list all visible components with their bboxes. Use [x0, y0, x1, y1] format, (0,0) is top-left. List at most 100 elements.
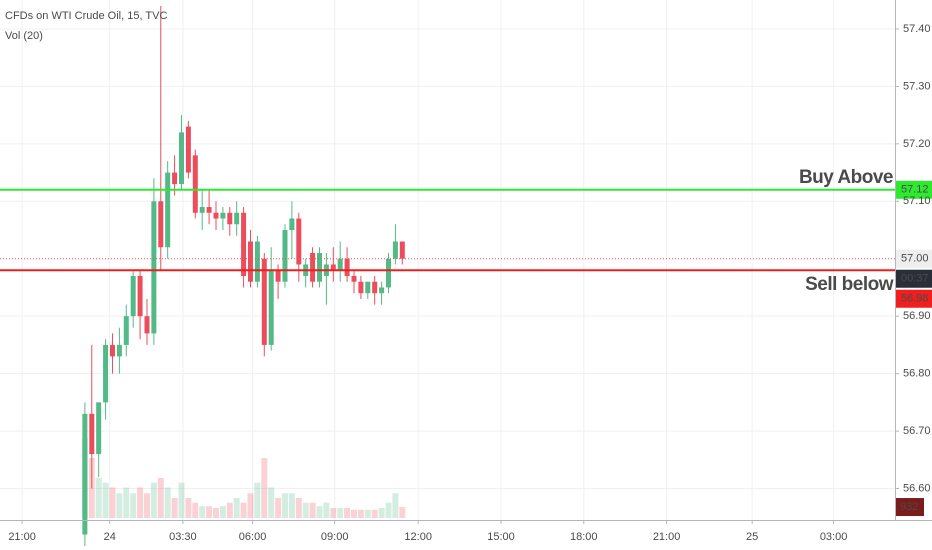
candle-body	[268, 270, 274, 345]
volume-bar	[130, 493, 137, 518]
volume-bar	[178, 482, 185, 518]
candle-body	[241, 212, 247, 276]
y-tick-label: 57.30	[903, 80, 931, 92]
y-tick-label: 57.40	[903, 23, 931, 35]
x-tick-label: 18:00	[570, 531, 598, 543]
candle-body	[254, 241, 260, 282]
candle-body	[151, 201, 157, 334]
level-text: Buy Above	[799, 167, 893, 188]
candle-body	[165, 172, 171, 248]
candle-body	[351, 275, 357, 282]
candle-body	[220, 212, 226, 219]
candle-body	[316, 252, 322, 282]
candle-body	[379, 287, 385, 294]
candle-body	[399, 241, 405, 259]
candle-body	[178, 132, 184, 185]
grid	[0, 0, 895, 520]
x-tick-label: 25	[746, 531, 758, 543]
candle-body	[158, 201, 164, 248]
y-tick-label: 56.60	[903, 482, 931, 494]
volume-bar	[364, 509, 371, 518]
candle-body	[310, 252, 316, 282]
candle-body	[192, 155, 198, 213]
volume-title: Vol (20)	[5, 30, 43, 42]
x-tick-label: 03:30	[169, 531, 197, 543]
volume-bar	[143, 493, 150, 518]
volume-value-box	[896, 498, 924, 517]
candle-body	[96, 402, 102, 455]
volume-bar	[102, 482, 109, 518]
volume-bar	[185, 498, 192, 518]
volume-bar	[316, 506, 323, 518]
x-tick-label: 09:00	[321, 531, 349, 543]
overlay-layer: 57.00 00:37 Buy Above 57.12 Sell below 56.98 9…	[0, 167, 932, 517]
volume-bar	[240, 502, 247, 518]
last-price-box	[896, 249, 932, 268]
x-tick-label: 06:00	[239, 531, 267, 543]
volume-bar	[275, 498, 282, 518]
candle-body	[344, 258, 350, 276]
volume-bar	[206, 506, 213, 518]
level-box	[896, 180, 932, 199]
volume-bar	[302, 502, 309, 518]
candle-body	[130, 275, 136, 317]
volume-bar	[309, 502, 316, 518]
volume-bar	[150, 482, 157, 518]
x-tick-label: 21:00	[653, 531, 681, 543]
volume-value-label: 932	[900, 501, 918, 513]
candle-body	[82, 413, 88, 535]
volume-bar	[171, 498, 178, 518]
volume-bar	[288, 493, 295, 518]
candle-body	[282, 230, 288, 282]
candle-body	[358, 281, 364, 294]
candle-body	[144, 316, 150, 334]
volume-bar	[350, 509, 357, 518]
candle-body	[386, 258, 392, 288]
x-tick-label: 12:00	[404, 531, 432, 543]
level-text: Sell below	[805, 274, 894, 295]
volume-bar	[399, 507, 406, 518]
countdown-label: 00:37	[901, 273, 929, 285]
candle-body	[116, 344, 122, 357]
candle-body	[89, 413, 95, 455]
volume-bar	[295, 498, 302, 518]
volume-bar	[164, 487, 171, 518]
volume-bar	[261, 458, 268, 518]
volume-bar	[137, 487, 144, 518]
volume-bar	[392, 493, 399, 518]
y-tick-label: 56.90	[903, 310, 931, 322]
candle-body	[330, 264, 336, 271]
candle-body	[185, 126, 191, 173]
level-label: 56.98	[901, 293, 929, 305]
x-tick-label: 03:00	[820, 531, 848, 543]
volume-bar	[323, 502, 330, 518]
volume-bar	[192, 502, 199, 518]
volume-bar	[212, 508, 219, 518]
volume-bar	[226, 502, 233, 518]
volume-bar	[281, 493, 288, 518]
volume-bar	[95, 478, 102, 518]
volume-bar	[344, 508, 351, 518]
candle-body	[123, 316, 129, 345]
volume-bar	[268, 487, 275, 518]
candle-body	[227, 212, 233, 225]
candle-body	[261, 258, 267, 345]
candle-body	[213, 212, 219, 219]
candle-body	[365, 281, 371, 294]
volume-bar	[109, 487, 116, 518]
level-box	[896, 289, 932, 308]
volume-bar	[199, 506, 206, 518]
volume-bar	[116, 493, 123, 518]
candle-body	[206, 207, 212, 213]
candle-body	[137, 275, 143, 317]
last-price-label: 57.00	[901, 253, 929, 265]
candle-body	[109, 344, 115, 357]
candle-body	[199, 207, 205, 213]
candle-body	[103, 344, 109, 403]
volume-bar	[371, 509, 378, 518]
x-tick-label: 21:00	[8, 531, 36, 543]
volume-bar	[254, 482, 261, 518]
level-label: 57.12	[901, 184, 929, 196]
volume-bar	[247, 493, 254, 518]
